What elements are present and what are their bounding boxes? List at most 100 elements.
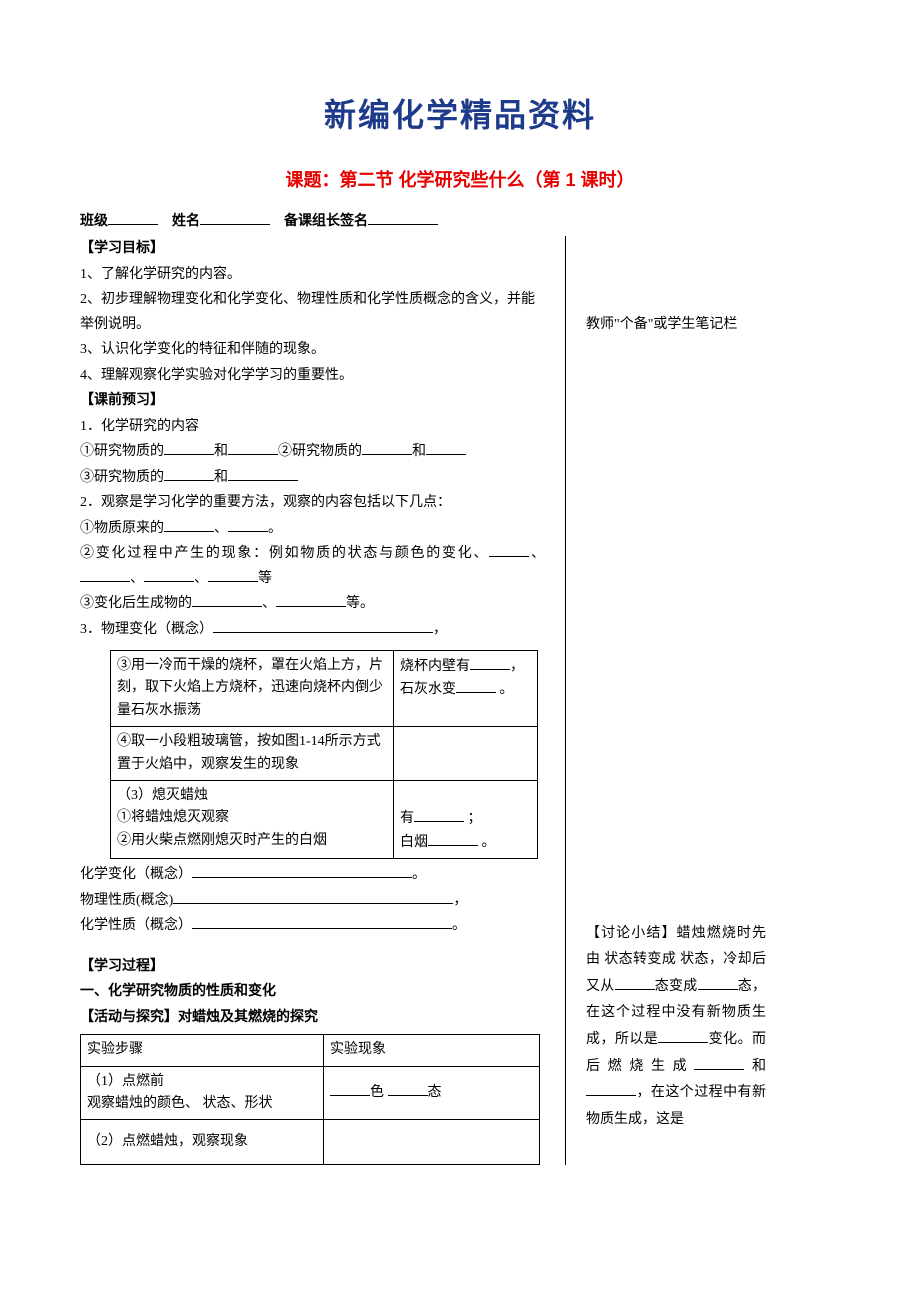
text: 、 [262, 596, 276, 611]
experiment-table: 实验步骤 实验现象 （1）点燃前 观察蜡烛的颜色、 状态、形状 色 态 （2）点… [80, 1034, 540, 1165]
text: 白烟 [400, 835, 428, 850]
preview-item: ①研究物质的和②研究物质的和 [80, 440, 545, 465]
blank [144, 567, 194, 582]
text: 等 [258, 571, 272, 586]
text: 状态转变成 [604, 952, 676, 967]
concept-line: 物理性质(概念) ， [80, 889, 545, 914]
text: 观察蜡烛的颜色、 状态、形状 [87, 1093, 317, 1115]
process-heading: 【学习过程】 [80, 955, 545, 980]
blank [228, 517, 268, 532]
text: 和 [214, 444, 228, 459]
text: 物理性质(概念) [80, 893, 173, 908]
text: 。 [412, 867, 426, 882]
blank [470, 655, 510, 670]
header-line: 班级 姓名 备课组长签名 [80, 210, 840, 230]
table-header: 实验现象 [324, 1035, 540, 1066]
preview-heading: 【课前预习】 [80, 389, 545, 414]
table-cell [394, 727, 538, 781]
class-label: 班级 [80, 214, 108, 229]
blank [368, 210, 438, 225]
blank [428, 831, 478, 846]
text: ①将蜡烛熄灭观察 [117, 807, 387, 829]
blank [388, 1081, 428, 1096]
table-cell: （3）熄灭蜡烛 ①将蜡烛熄灭观察 ②用火柴点燃刚熄灭时产生的白烟 [111, 780, 394, 858]
blank [330, 1081, 370, 1096]
blank [658, 1028, 708, 1043]
text: 。 [496, 682, 514, 697]
sub-title: 课题：第二节 化学研究些什么（第 1 课时） [80, 166, 840, 192]
text: ①物质原来的 [80, 521, 164, 536]
left-column: 【学习目标】 1、了解化学研究的内容。 2、初步理解物理变化和化学变化、物理性质… [80, 236, 566, 1165]
goals-heading: 【学习目标】 [80, 237, 545, 262]
text: ②变化过程中产生的现象：例如物质的状态与颜色的变化、 [80, 546, 489, 561]
concept-line: 化学性质（概念） 。 [80, 914, 545, 939]
table-cell: （1）点燃前 观察蜡烛的颜色、 状态、形状 [81, 1066, 324, 1120]
blank [228, 466, 298, 481]
preview-item: 2．观察是学习化学的重要方法，观察的内容包括以下几点： [80, 491, 545, 516]
text: 有 [400, 811, 414, 826]
blank [489, 542, 529, 557]
text: 、 [130, 571, 144, 586]
blank [213, 618, 433, 633]
preview-item: ③研究物质的 和 [80, 466, 545, 491]
text: ②研究物质的 [278, 444, 362, 459]
blank [228, 440, 278, 455]
process-sub2: 【活动与探究】对蜡烛及其燃烧的探究 [80, 1006, 545, 1031]
blank [362, 440, 412, 455]
text: 。 [478, 835, 496, 850]
text: （3）熄灭蜡烛 [117, 785, 387, 807]
inner-table: ③用一冷而干燥的烧杯，罩在火焰上方，片刻，取下火焰上方烧杯，迅速向烧杯内倒少量石… [110, 650, 538, 859]
preview-item: 3．物理变化（概念） ， [80, 618, 545, 643]
text: 态变成 [655, 979, 698, 994]
preview-item: 1．化学研究的内容 [80, 415, 545, 440]
text: 。 [452, 918, 466, 933]
preview-item: ③变化后生成物的 、 等。 [80, 592, 545, 617]
preview-item: ①物质原来的 、 。 [80, 517, 545, 542]
table-cell: ③用一冷而干燥的烧杯，罩在火焰上方，片刻，取下火焰上方烧杯，迅速向烧杯内倒少量石… [111, 651, 394, 727]
text: 和 [744, 1059, 766, 1074]
text: 化学性质（概念） [80, 918, 192, 933]
text: 3．物理变化（概念） [80, 622, 213, 637]
goal-item: 4、理解观察化学实验对化学学习的重要性。 [80, 364, 545, 389]
text: 、 [194, 571, 208, 586]
name-label: 姓名 [172, 214, 200, 229]
sidebar-top-note: 教师"个备"或学生笔记栏 [586, 312, 766, 339]
table-header: 实验步骤 [81, 1035, 324, 1066]
blank [200, 210, 270, 225]
text: 等。 [346, 596, 374, 611]
text: 和 [214, 470, 228, 485]
text: 。 [268, 521, 282, 536]
signer-label: 备课组长签名 [284, 214, 368, 229]
blank [192, 863, 412, 878]
text: 、 [214, 521, 228, 536]
text: 、 [529, 546, 545, 561]
blank [698, 975, 738, 990]
text: ， [453, 893, 467, 908]
text: 和 [412, 444, 426, 459]
preview-item: ②变化过程中产生的现象：例如物质的状态与颜色的变化、、、、等 [80, 542, 545, 591]
blank [192, 914, 452, 929]
text: ， [433, 622, 447, 637]
blank [615, 975, 655, 990]
text: ③研究物质的 [80, 470, 164, 485]
text: 色 [370, 1085, 384, 1100]
text: 态 [428, 1085, 442, 1100]
blank [586, 1081, 636, 1096]
table-cell: 烧杯内壁有，石灰水变 。 [394, 651, 538, 727]
text: ； [468, 811, 482, 826]
text: 烧杯内壁有 [400, 659, 470, 674]
text: ③变化后生成物的 [80, 596, 192, 611]
blank [414, 807, 464, 822]
goal-item: 1、了解化学研究的内容。 [80, 263, 545, 288]
blank [164, 466, 214, 481]
text: ②用火柴点燃刚熄灭时产生的白烟 [117, 830, 387, 852]
table-cell: ④取一小段粗玻璃管，按如图1-14所示方式置于火焰中，观察发生的现象 [111, 727, 394, 781]
blank [208, 567, 258, 582]
blank [108, 210, 158, 225]
concept-line: 化学变化（概念）。 [80, 863, 545, 888]
blank [276, 592, 346, 607]
blank [164, 440, 214, 455]
goal-item: 3、认识化学变化的特征和伴随的现象。 [80, 338, 545, 363]
text: 【讨论小结】 [586, 926, 677, 941]
table-cell: 色 态 [324, 1066, 540, 1120]
